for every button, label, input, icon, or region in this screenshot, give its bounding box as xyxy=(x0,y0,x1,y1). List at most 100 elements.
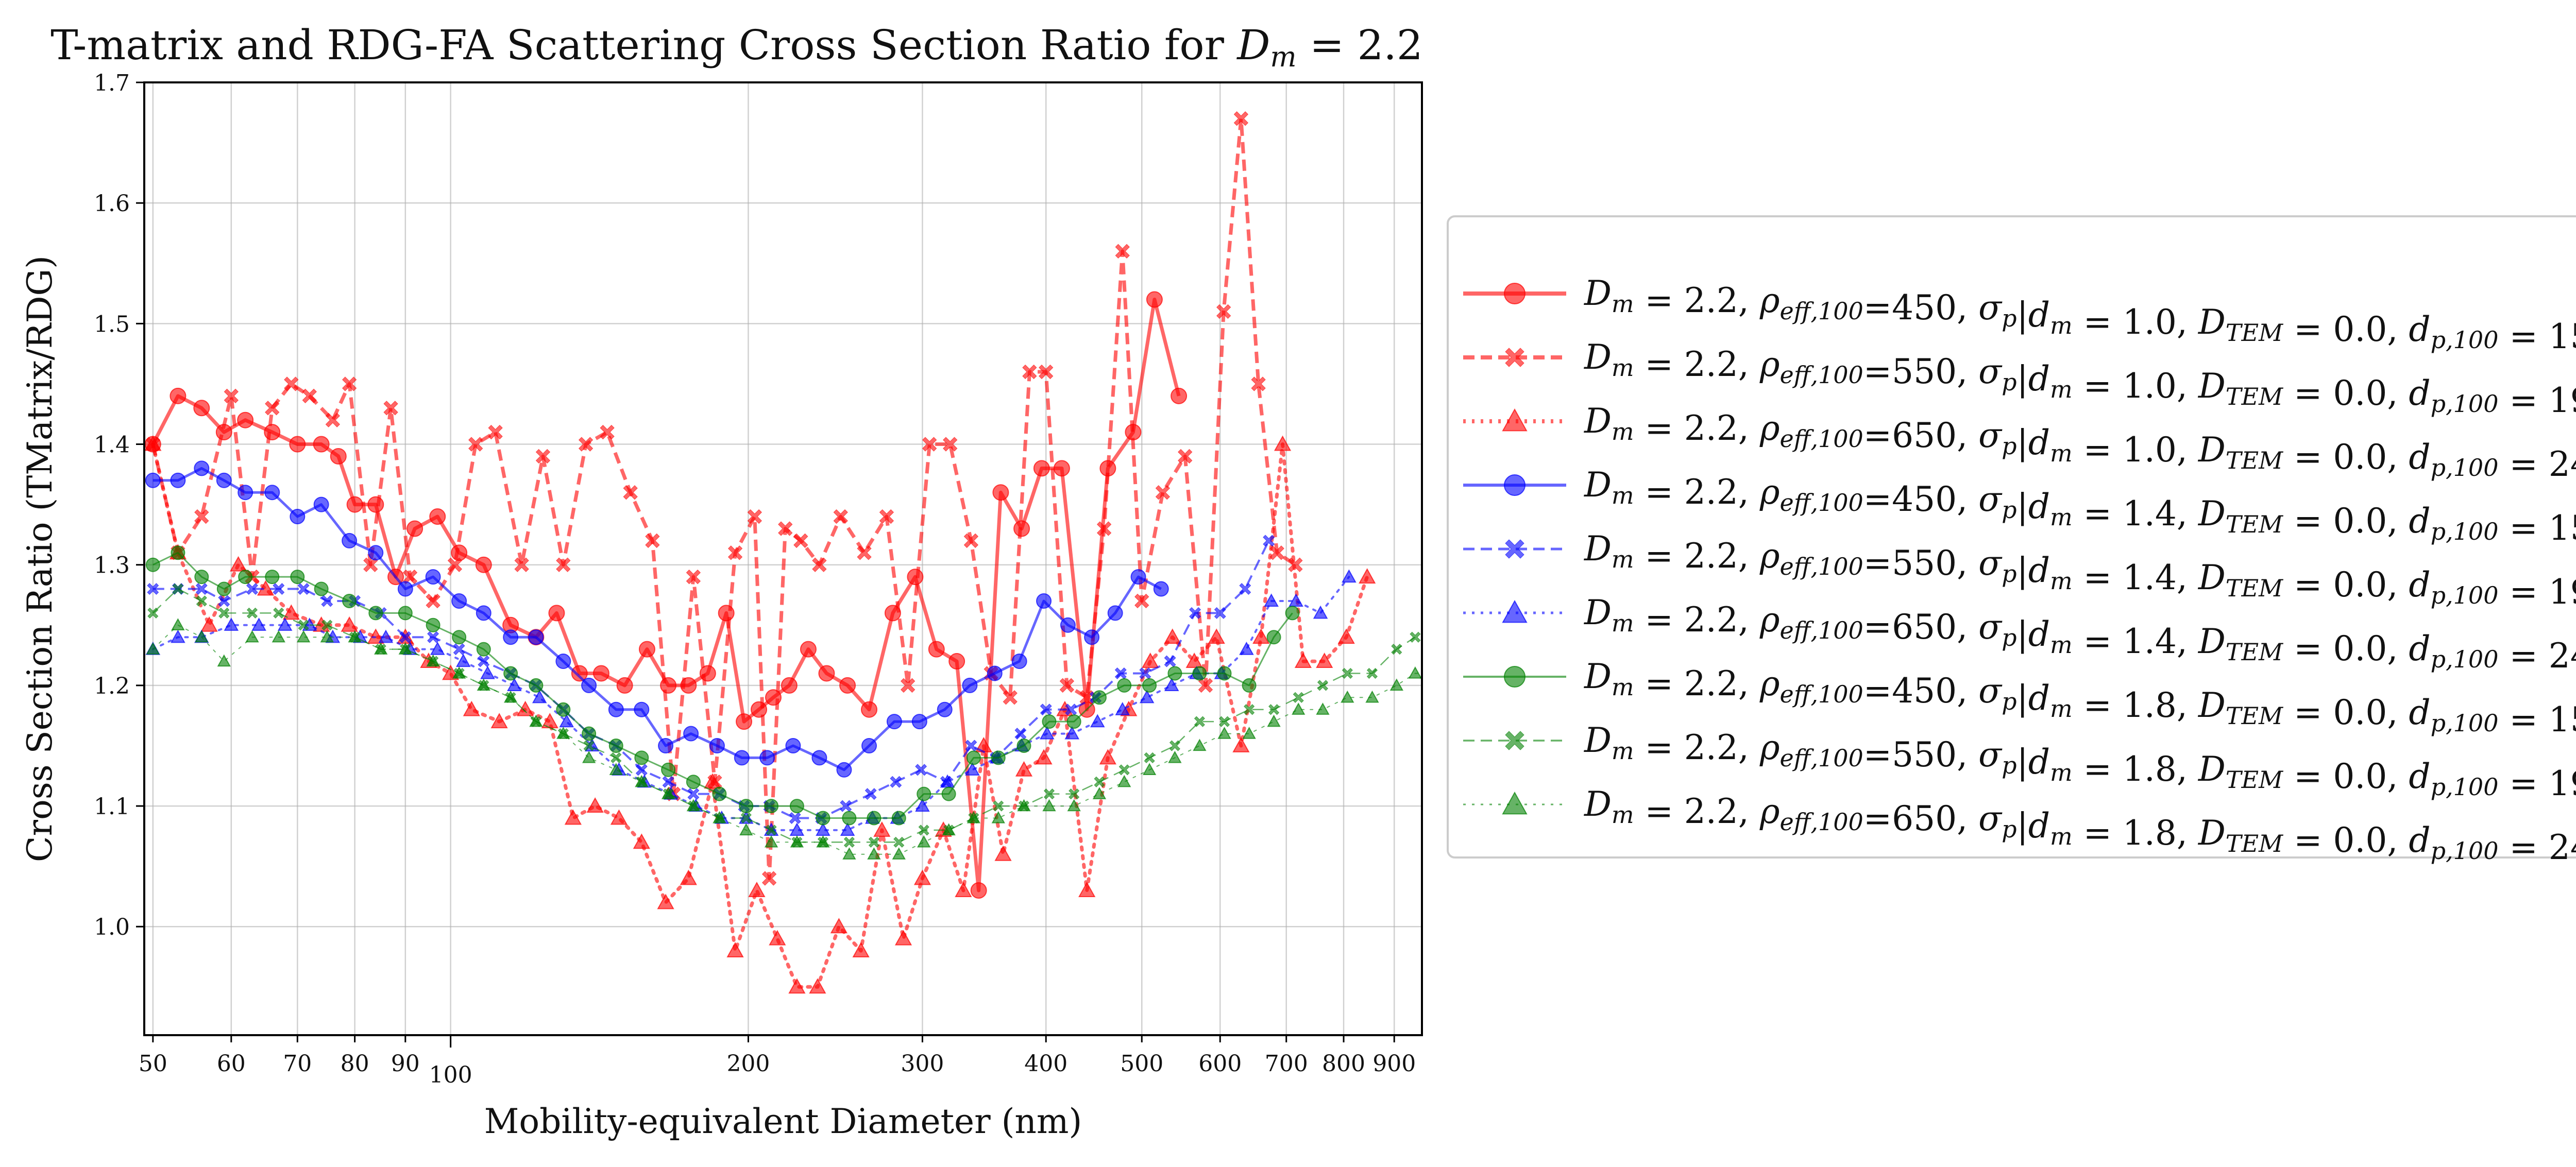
data-point xyxy=(635,775,649,787)
legend-marker xyxy=(1504,283,1526,304)
legend-entry: Dm = 2.2, ρeff,100=650, σp|dm = 1.4, DTE… xyxy=(1463,593,2576,676)
data-point xyxy=(313,436,330,453)
data-point xyxy=(661,787,675,799)
data-point xyxy=(468,437,483,452)
data-point xyxy=(383,401,398,416)
data-point xyxy=(246,583,258,595)
data-point xyxy=(1139,667,1151,679)
data-point xyxy=(196,595,207,607)
data-point xyxy=(966,750,981,765)
data-point xyxy=(1337,628,1355,644)
series-line xyxy=(152,552,1293,819)
data-point xyxy=(922,437,937,452)
data-point xyxy=(1142,653,1159,668)
data-point xyxy=(861,737,877,753)
data-point xyxy=(1059,678,1075,693)
data-point xyxy=(1043,788,1055,800)
data-point xyxy=(915,798,930,812)
data-point xyxy=(1107,605,1123,621)
legend-marker xyxy=(1502,791,1528,815)
data-point xyxy=(463,700,480,716)
data-point xyxy=(171,618,185,630)
data-point xyxy=(559,714,574,728)
data-point xyxy=(842,811,857,826)
x-tick-label: 300 xyxy=(901,1051,944,1077)
data-point xyxy=(583,740,595,751)
data-point xyxy=(1017,799,1031,812)
data-point xyxy=(1214,607,1226,619)
data-point xyxy=(873,821,891,837)
data-point xyxy=(218,607,230,619)
data-point xyxy=(426,617,440,632)
data-point xyxy=(1242,726,1256,739)
data-point xyxy=(532,690,547,703)
legend-label: Dm = 2.2, ρeff,100=650, σp|dm = 1.8, DTE… xyxy=(1584,784,2576,867)
data-point xyxy=(1293,692,1304,703)
data-point xyxy=(1294,653,1312,668)
data-point xyxy=(245,630,259,643)
data-point xyxy=(893,836,905,848)
data-point xyxy=(611,752,622,763)
y-tick-label: 1.1 xyxy=(94,794,130,820)
data-point xyxy=(302,388,317,404)
data-point xyxy=(830,918,848,934)
x-tick-label: 500 xyxy=(1120,1051,1163,1077)
legend-frame xyxy=(1447,215,2576,859)
data-point xyxy=(237,411,254,428)
data-point xyxy=(1242,678,1257,693)
data-point xyxy=(868,836,880,848)
data-point xyxy=(514,557,529,572)
data-point xyxy=(609,763,623,776)
data-point xyxy=(1389,678,1404,691)
data-point xyxy=(1078,881,1096,897)
data-point xyxy=(793,533,808,548)
data-point xyxy=(1134,593,1149,609)
data-point xyxy=(1267,714,1281,727)
data-point xyxy=(861,701,878,718)
data-point xyxy=(348,630,362,643)
data-point xyxy=(147,607,159,619)
data-point xyxy=(1090,714,1105,728)
x-tick-label: 50 xyxy=(139,1051,167,1077)
data-point xyxy=(1036,593,1052,609)
data-point xyxy=(218,595,230,607)
data-point xyxy=(452,666,466,679)
data-point xyxy=(1239,583,1251,595)
data-point xyxy=(1358,568,1376,584)
data-point xyxy=(634,750,649,765)
data-point xyxy=(963,533,979,548)
data-point xyxy=(1040,703,1052,716)
data-point xyxy=(1168,750,1182,763)
data-point xyxy=(238,485,253,501)
legend-entry: Dm = 2.2, ρeff,100=650, σp|dm = 1.8, DTE… xyxy=(1463,784,2576,867)
data-point xyxy=(645,533,660,548)
data-point xyxy=(146,642,160,655)
data-point xyxy=(1252,628,1270,644)
data-point xyxy=(478,655,490,667)
data-point xyxy=(406,520,423,537)
data-point xyxy=(1153,581,1169,597)
data-point xyxy=(764,799,779,814)
data-point xyxy=(1064,726,1080,740)
data-point xyxy=(657,894,674,909)
x-tick-label: 200 xyxy=(726,1051,770,1077)
data-point xyxy=(171,545,185,560)
data-point xyxy=(1115,702,1130,715)
data-point xyxy=(507,678,522,692)
data-point xyxy=(528,629,544,645)
legend-entry: Dm = 2.2, ρeff,100=450, σp|dm = 1.0, DTE… xyxy=(1463,273,2576,356)
data-point xyxy=(623,485,638,500)
data-point xyxy=(937,701,953,717)
data-point xyxy=(1142,763,1157,776)
data-point xyxy=(709,737,725,753)
data-point xyxy=(1244,704,1255,715)
data-point xyxy=(739,799,754,814)
data-point xyxy=(1365,690,1379,703)
data-point xyxy=(918,825,929,836)
data-point xyxy=(1178,449,1193,464)
data-point xyxy=(686,775,701,790)
data-point xyxy=(195,630,209,643)
data-point xyxy=(600,424,615,440)
data-point xyxy=(1022,364,1037,380)
data-point xyxy=(748,881,766,897)
